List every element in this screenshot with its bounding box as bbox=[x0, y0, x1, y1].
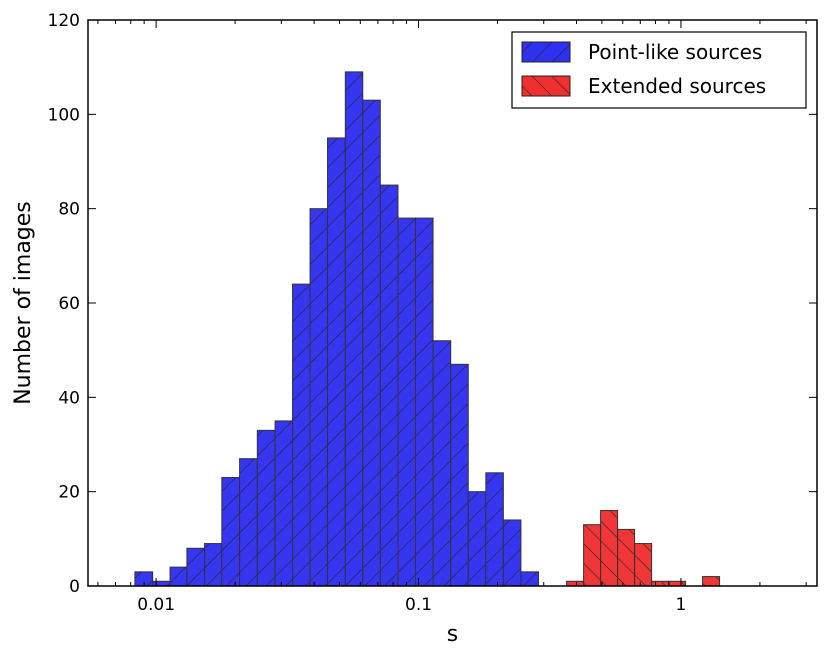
x-axis-label: s bbox=[447, 622, 458, 647]
bar-hatch-point-like-0 bbox=[134, 571, 153, 586]
bar-hatch-point-like-9 bbox=[292, 284, 311, 586]
x-tick-label: 0.01 bbox=[137, 595, 175, 615]
bar-hatch-extended-8 bbox=[702, 576, 720, 586]
bar-hatch-point-like-17 bbox=[433, 340, 451, 586]
bar-hatch-point-like-7 bbox=[257, 430, 276, 586]
bar-hatch-point-like-13 bbox=[362, 100, 381, 586]
bar-hatch-point-like-6 bbox=[239, 458, 258, 586]
bar-hatch-extended-6 bbox=[668, 581, 686, 586]
bar-hatch-point-like-11 bbox=[327, 137, 346, 586]
bar-hatch-point-like-1 bbox=[152, 581, 171, 586]
bar-hatch-point-like-18 bbox=[450, 364, 469, 586]
bar-hatch-extended-2 bbox=[600, 510, 618, 586]
bar-hatch-point-like-21 bbox=[503, 519, 521, 586]
bar-hatch-extended-0 bbox=[566, 581, 584, 586]
bar-hatch-point-like-19 bbox=[468, 491, 486, 586]
bar-hatch-point-like-12 bbox=[345, 71, 363, 587]
bar-hatch-point-like-16 bbox=[415, 218, 434, 586]
bar-hatch-point-like-8 bbox=[275, 420, 293, 586]
legend-hatch-extended bbox=[522, 76, 570, 96]
legend-item-extended: Extended sources bbox=[521, 74, 766, 98]
bar-hatch-extended-4 bbox=[634, 543, 652, 586]
y-tick-label: 80 bbox=[58, 200, 80, 220]
x-tick-label: 1 bbox=[676, 595, 687, 615]
bar-hatch-extended-1 bbox=[583, 524, 601, 586]
y-tick-label: 0 bbox=[69, 577, 80, 597]
y-tick-label: 40 bbox=[58, 388, 80, 408]
x-tick-label: 0.1 bbox=[405, 595, 432, 615]
bar-hatch-point-like-4 bbox=[204, 543, 222, 586]
bars-layer bbox=[134, 71, 721, 587]
y-axis-label: Number of images bbox=[11, 201, 36, 405]
y-tick-label: 100 bbox=[48, 105, 80, 125]
bar-hatch-point-like-22 bbox=[520, 571, 539, 586]
bar-hatch-point-like-3 bbox=[186, 548, 205, 586]
legend-label-extended: Extended sources bbox=[588, 74, 766, 98]
bar-hatch-extended-5 bbox=[651, 581, 669, 586]
bar-hatch-extended-3 bbox=[617, 529, 635, 586]
bar-hatch-point-like-2 bbox=[170, 567, 187, 586]
legend-label-point-like: Point-like sources bbox=[588, 40, 762, 64]
legend: Point-like sources Extended sources bbox=[511, 31, 807, 109]
bar-hatch-point-like-20 bbox=[485, 472, 504, 586]
legend-hatch-point-like bbox=[522, 42, 570, 62]
bar-hatch-point-like-14 bbox=[380, 185, 398, 587]
bar-hatch-point-like-15 bbox=[397, 218, 416, 586]
ticks-layer: 0.01 0.1 1 0 20 40 60 80 100 120 bbox=[48, 11, 817, 615]
legend-item-point-like: Point-like sources bbox=[521, 40, 762, 64]
bar-hatch-point-like-5 bbox=[221, 477, 240, 586]
y-tick-label: 120 bbox=[48, 11, 80, 31]
y-tick-label: 20 bbox=[58, 483, 80, 503]
bar-hatch-point-like-10 bbox=[310, 208, 328, 586]
y-tick-label: 60 bbox=[58, 294, 80, 314]
